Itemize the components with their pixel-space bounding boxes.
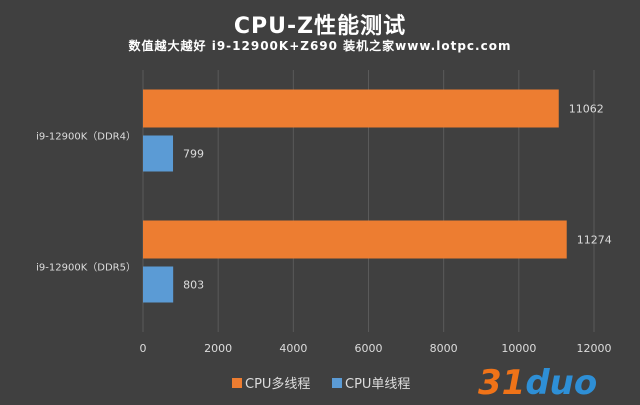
x-tick-label: 2000 xyxy=(204,342,232,355)
y-category-label: i9-12900K（DDR5） xyxy=(36,262,136,274)
data-label: 11062 xyxy=(569,103,604,116)
x-tick-label: 12000 xyxy=(577,342,612,355)
legend-swatch-1 xyxy=(332,378,342,388)
bar-0-0 xyxy=(143,89,559,128)
y-category-label: i9-12900K（DDR4） xyxy=(36,131,136,143)
x-tick-label: 8000 xyxy=(430,342,458,355)
data-label: 799 xyxy=(183,148,204,161)
x-tick-label: 6000 xyxy=(355,342,383,355)
legend-label: CPU多线程 xyxy=(245,376,310,392)
bar-1-0 xyxy=(143,135,174,172)
chart-subtitle: 数值越大越好 i9-12900K+Z690 装机之家www.lotpc.com xyxy=(128,39,512,53)
data-label: 11274 xyxy=(577,234,612,247)
watermark-prefix: 31 xyxy=(478,363,526,403)
x-tick-label: 10000 xyxy=(501,342,536,355)
watermark-suffix: duo xyxy=(525,363,598,403)
bar-0-1 xyxy=(143,220,567,259)
legend-swatch-0 xyxy=(232,378,242,388)
x-tick-label: 4000 xyxy=(279,342,307,355)
x-tick-label: 0 xyxy=(140,342,147,355)
bar-1-1 xyxy=(143,266,174,303)
chart-title: CPU-Z性能测试 xyxy=(233,14,407,39)
data-label: 803 xyxy=(183,279,204,292)
site-watermark: 31duo xyxy=(478,363,597,403)
legend-label: CPU单线程 xyxy=(345,377,410,392)
